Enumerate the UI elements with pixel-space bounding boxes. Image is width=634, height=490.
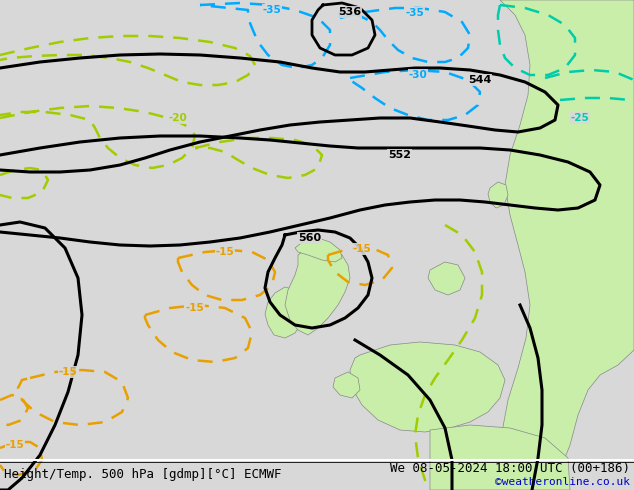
Text: -15: -15	[6, 440, 24, 450]
Polygon shape	[285, 245, 350, 335]
Polygon shape	[500, 0, 634, 490]
Text: We 08-05-2024 18:00 UTC (00+186): We 08-05-2024 18:00 UTC (00+186)	[390, 462, 630, 474]
Polygon shape	[428, 262, 465, 295]
Polygon shape	[350, 342, 505, 432]
Text: -15: -15	[216, 247, 235, 257]
Text: -20: -20	[169, 113, 188, 123]
Text: -15: -15	[186, 303, 204, 313]
Polygon shape	[430, 425, 570, 490]
Text: 552: 552	[388, 150, 411, 160]
Polygon shape	[295, 238, 342, 262]
Text: 544: 544	[468, 75, 491, 85]
Text: -35: -35	[406, 8, 424, 18]
Polygon shape	[488, 182, 508, 208]
Polygon shape	[265, 287, 305, 338]
Text: -15: -15	[58, 367, 77, 377]
Polygon shape	[333, 372, 360, 398]
Text: 560: 560	[298, 233, 321, 243]
Text: -25: -25	[571, 113, 590, 123]
Text: Height/Temp. 500 hPa [gdmp][°C] ECMWF: Height/Temp. 500 hPa [gdmp][°C] ECMWF	[4, 467, 281, 481]
Text: -15: -15	[353, 244, 372, 254]
Text: 536: 536	[339, 7, 361, 17]
Text: -35: -35	[262, 5, 281, 15]
Text: ©weatheronline.co.uk: ©weatheronline.co.uk	[495, 477, 630, 487]
Text: -30: -30	[409, 70, 427, 80]
